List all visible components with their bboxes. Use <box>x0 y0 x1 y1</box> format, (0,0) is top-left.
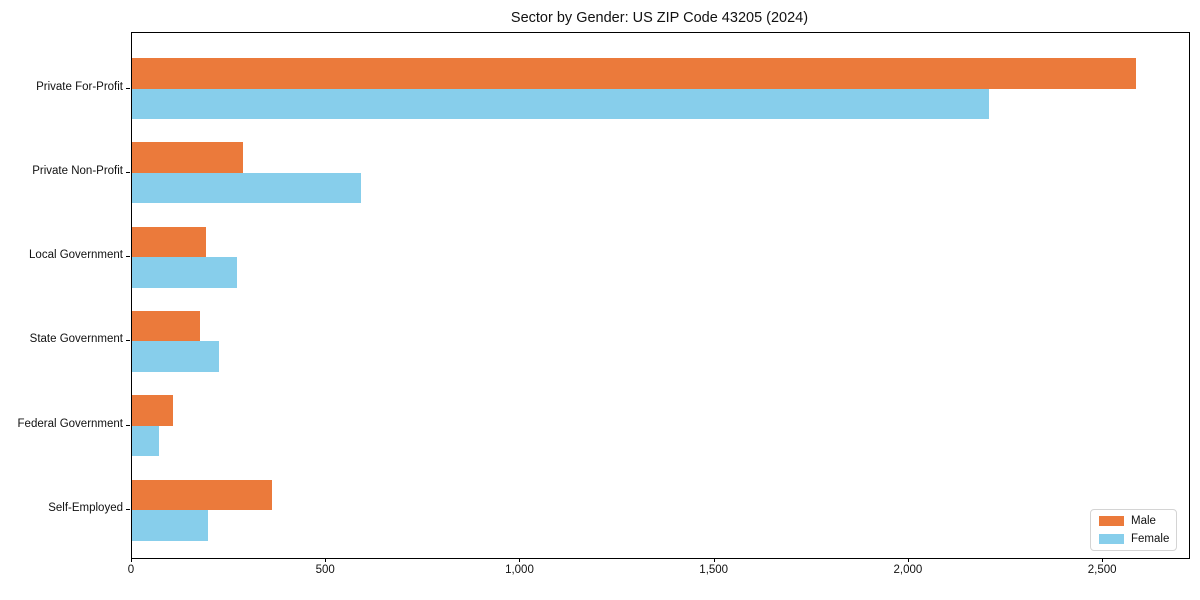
x-tick-mark <box>325 558 327 562</box>
legend-entry-female: Female <box>1099 533 1170 545</box>
bar-male-private-for-profit <box>132 58 1137 89</box>
plot-area <box>131 32 1190 559</box>
x-tick-label: 2,500 <box>1087 564 1117 576</box>
bar-male-self-employed <box>132 479 272 510</box>
y-tick-label-state-government: State Government <box>29 333 123 346</box>
x-tick-label: 500 <box>315 564 335 576</box>
legend-label: Female <box>1131 533 1170 545</box>
y-tick-mark <box>126 340 130 342</box>
y-tick-mark <box>126 256 130 258</box>
y-tick-label-local-government: Local Government <box>29 249 123 262</box>
y-tick-label-self-employed: Self-Employed <box>48 502 123 514</box>
y-tick-mark <box>126 87 130 89</box>
y-tick-mark <box>126 424 130 426</box>
legend-swatch-female <box>1099 534 1124 544</box>
bar-female-private-for-profit <box>132 88 989 119</box>
bar-female-federal-government <box>132 425 160 457</box>
y-tick-mark <box>126 509 130 510</box>
x-tick-label: 2,000 <box>893 564 923 576</box>
bar-male-local-government <box>132 226 206 258</box>
y-tick-label-private-non-profit: Private Non-Profit <box>32 164 123 177</box>
x-tick-mark <box>1102 558 1104 562</box>
y-tick-label-federal-government: Federal Government <box>17 417 123 430</box>
y-tick-mark <box>126 171 130 173</box>
x-tick-label: 0 <box>127 564 135 576</box>
chart-title: Sector by Gender: US ZIP Code 43205 (202… <box>510 10 809 26</box>
legend: Male Female <box>1090 509 1177 551</box>
x-tick-mark <box>131 558 132 562</box>
y-tick-label-private-for-profit: Private For-Profit <box>36 80 123 93</box>
x-tick-label: 1,500 <box>699 564 729 576</box>
legend-label: Male <box>1131 515 1156 527</box>
bar-male-state-government <box>132 310 200 342</box>
legend-entry-male: Male <box>1099 515 1168 527</box>
x-tick-mark <box>519 558 521 562</box>
bar-male-federal-government <box>132 395 173 426</box>
bar-female-self-employed <box>132 510 208 541</box>
x-tick-mark <box>713 558 715 562</box>
bar-female-local-government <box>132 257 237 288</box>
bar-male-private-non-profit <box>132 142 243 173</box>
x-tick-mark <box>907 558 909 562</box>
legend-swatch-male <box>1099 516 1124 526</box>
bar-female-state-government <box>132 341 220 372</box>
x-tick-label: 1,000 <box>505 564 534 576</box>
bar-female-private-non-profit <box>132 172 362 204</box>
